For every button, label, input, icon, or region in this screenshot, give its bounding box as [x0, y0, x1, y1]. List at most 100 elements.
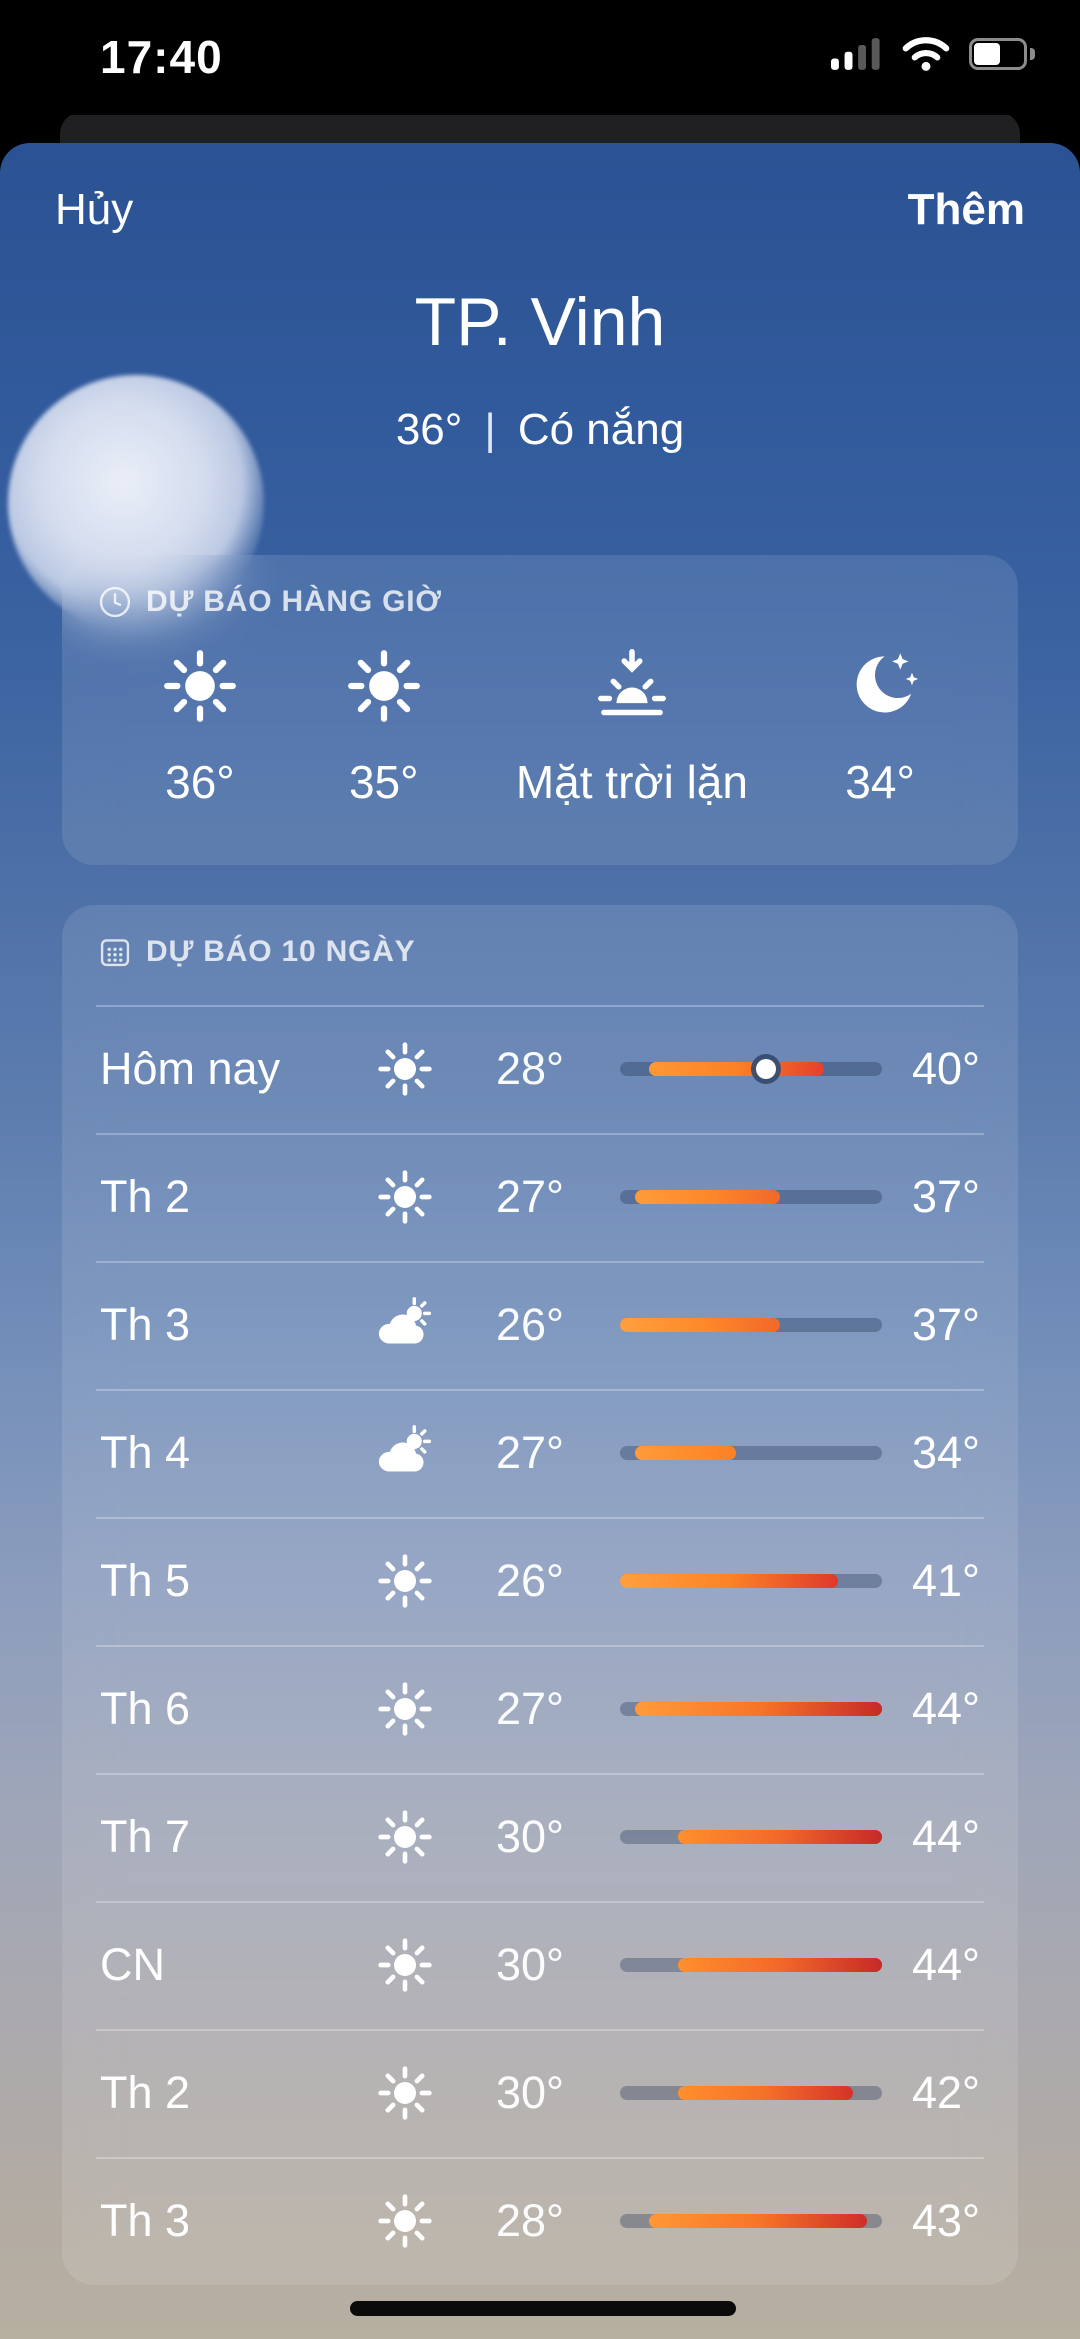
daily-temp-range-bar: [620, 2086, 882, 2100]
daily-high-temp: 41°: [911, 1555, 980, 1606]
daily-high-temp: 44°: [911, 1939, 980, 1990]
daily-card-header: DỰ BÁO 10 NGÀY: [62, 905, 1018, 969]
daily-day-label: Hôm nay: [100, 1043, 281, 1094]
daily-high-temp: 44°: [911, 1683, 980, 1734]
row-divider: [96, 1645, 984, 1647]
daily-high-temp: 40°: [911, 1043, 980, 1094]
sun-icon: [350, 2192, 460, 2250]
row-divider: [96, 2029, 984, 2031]
sun-icon: [161, 647, 239, 725]
location-title: TP. Vinh: [414, 284, 666, 360]
row-divider: [96, 1261, 984, 1263]
daily-day-label: CN: [100, 1939, 165, 1990]
status-icons: [831, 32, 1035, 76]
daily-temp-range-bar: [620, 1059, 882, 1079]
hourly-items-strip[interactable]: 36° 35° Mặt trời lặn 34°: [62, 619, 1018, 809]
daily-day-label: Th 3: [100, 1299, 191, 1350]
daily-low-temp: 26°: [495, 1299, 565, 1350]
sun-icon: [350, 1808, 460, 1866]
daily-row[interactable]: Th 3 28° 43°: [62, 2157, 1018, 2285]
sunset-icon: [593, 647, 671, 725]
daily-temp-range-bar: [620, 1190, 882, 1204]
daily-day-label: Th 6: [100, 1683, 191, 1734]
row-divider: [96, 2157, 984, 2159]
daily-high-temp: 43°: [911, 2195, 980, 2246]
daily-low-temp: 27°: [495, 1171, 565, 1222]
daily-row[interactable]: Hôm nay 28° 40°: [62, 1005, 1018, 1133]
daily-temp-range-bar: [620, 1318, 882, 1332]
daily-temp-range-bar: [620, 1958, 882, 1972]
add-button[interactable]: Thêm: [907, 185, 1025, 234]
daily-day-label: Th 2: [100, 1171, 191, 1222]
daily-forecast-card: DỰ BÁO 10 NGÀY Hôm nay 28° 40° Th 2 27° 37°…: [62, 905, 1018, 2285]
daily-temp-range-bar: [620, 1574, 882, 1588]
row-divider: [96, 1005, 984, 1007]
row-divider: [96, 1517, 984, 1519]
daily-high-temp: 37°: [911, 1171, 980, 1222]
daily-row[interactable]: Th 3 26° 37°: [62, 1261, 1018, 1389]
cloud-sun-icon: [350, 1296, 460, 1354]
row-divider: [96, 1389, 984, 1391]
daily-row[interactable]: Th 2 27° 37°: [62, 1133, 1018, 1261]
daily-row[interactable]: Th 5 26° 41°: [62, 1517, 1018, 1645]
daily-temp-range-bar: [620, 1830, 882, 1844]
sun-icon: [350, 1680, 460, 1738]
current-conditions-line: 36° | Có nắng: [0, 405, 1080, 455]
hourly-card-title: DỰ BÁO HÀNG GIỜ: [146, 585, 442, 618]
daily-day-label: Th 3: [100, 2195, 191, 2246]
row-divider: [96, 1773, 984, 1775]
hourly-item: Mặt trời lặn: [476, 647, 789, 809]
hourly-item: 35°: [292, 647, 476, 809]
status-time: 17:40: [100, 31, 223, 83]
daily-day-label: Th 4: [100, 1427, 191, 1478]
daily-temp-range-bar: [620, 1446, 882, 1460]
daily-day-label: Th 2: [100, 2067, 191, 2118]
daily-high-temp: 37°: [911, 1299, 980, 1350]
daily-high-temp: 44°: [911, 1811, 980, 1862]
hourly-card-header: DỰ BÁO HÀNG GIỜ: [62, 555, 1018, 619]
daily-row[interactable]: Th 4 27° 34°: [62, 1389, 1018, 1517]
daily-card-title: DỰ BÁO 10 NGÀY: [146, 935, 416, 968]
daily-day-label: Th 7: [100, 1811, 191, 1862]
cellular-signal-icon: [831, 38, 880, 70]
status-bar: 17:40: [0, 0, 1080, 115]
sun-icon: [350, 1936, 460, 1994]
wifi-icon: [902, 37, 950, 71]
hourly-item: 36°: [108, 647, 292, 809]
cloud-sun-icon: [350, 1424, 460, 1482]
daily-low-temp: 27°: [495, 1427, 565, 1478]
daily-low-temp: 30°: [495, 1939, 565, 1990]
hourly-item-label: 36°: [165, 756, 235, 808]
battery-icon: [969, 38, 1035, 70]
cancel-button[interactable]: Hủy: [55, 185, 134, 234]
separator: |: [484, 405, 496, 454]
daily-row[interactable]: Th 7 30° 44°: [62, 1773, 1018, 1901]
current-temp-dot: [755, 1059, 776, 1079]
sun-icon: [350, 1040, 460, 1098]
moon-stars-icon: [841, 647, 919, 725]
hourly-item-label: 34°: [845, 756, 915, 808]
sun-icon: [350, 1552, 460, 1610]
daily-low-temp: 28°: [495, 2195, 565, 2246]
hourly-item-label: Mặt trời lặn: [515, 756, 748, 808]
hourly-forecast-card: DỰ BÁO HÀNG GIỜ 36° 35° Mặt trời lặn 34°: [62, 555, 1018, 865]
daily-high-temp: 34°: [911, 1427, 980, 1478]
row-divider: [96, 1133, 984, 1135]
sun-icon: [345, 647, 423, 725]
daily-day-label: Th 5: [100, 1555, 191, 1606]
sheet-nav: Hủy Thêm: [0, 185, 1080, 235]
daily-rows-list: Hôm nay 28° 40° Th 2 27° 37° Th 3 26° 37° Th 4…: [62, 1005, 1018, 2285]
row-divider: [96, 1901, 984, 1903]
daily-row[interactable]: CN 30° 44°: [62, 1901, 1018, 2029]
clock-icon: [98, 585, 132, 619]
daily-temp-range-bar: [620, 1702, 882, 1716]
daily-row[interactable]: Th 2 30° 42°: [62, 2029, 1018, 2157]
daily-row[interactable]: Th 6 27° 44°: [62, 1645, 1018, 1773]
home-indicator[interactable]: [350, 2301, 736, 2316]
daily-low-temp: 28°: [495, 1043, 565, 1094]
daily-low-temp: 30°: [495, 2067, 565, 2118]
weather-sheet: Hủy Thêm TP. Vinh 36° | Có nắng DỰ BÁO HÀN…: [0, 143, 1080, 2339]
calendar-icon: [98, 935, 132, 969]
current-temp: 36°: [395, 405, 463, 454]
